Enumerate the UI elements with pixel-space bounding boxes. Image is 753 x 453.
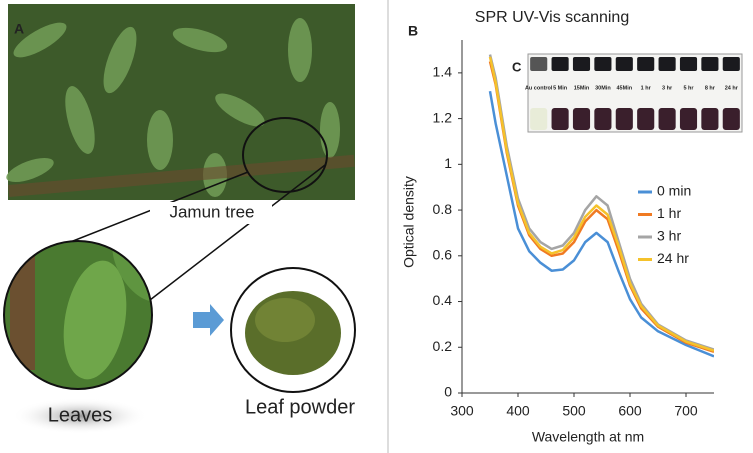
tube-label: 30Min: [595, 85, 611, 91]
y-tick-label: 0: [444, 384, 452, 400]
inset-photo: C Au control 5 Min 15Min 30Min 45Min 1 hr 3 hr…: [512, 53, 743, 133]
panel-label: B: [408, 23, 418, 39]
tube: [572, 108, 591, 130]
x-tick-label: 600: [618, 403, 642, 419]
panel-label: A: [14, 21, 24, 37]
tube-cap: [615, 57, 633, 71]
x-tick-label: 300: [450, 403, 474, 419]
tube-label: 5 hr: [683, 85, 694, 91]
y-tick-label: 1: [444, 155, 452, 171]
tube-cap: [551, 57, 569, 71]
y-axis-label: Optical density: [401, 176, 417, 268]
series-line: [488, 90, 714, 358]
series-line: [488, 56, 714, 352]
tube-cap: [594, 57, 612, 71]
panel-label: C: [512, 59, 522, 74]
y-tick-label: 0.6: [433, 247, 453, 263]
tube-label: 1 hr: [641, 85, 652, 91]
tube-cap: [701, 57, 719, 71]
tube: [615, 108, 633, 130]
tube: [679, 108, 698, 130]
powder-label: Leaf powder: [245, 396, 355, 418]
y-tick-label: 0.4: [433, 292, 453, 308]
y-tick-label: 0.8: [433, 201, 453, 217]
tube-label: 5 Min: [553, 85, 568, 91]
x-tick-label: 400: [506, 403, 530, 419]
tree-label: Jamun tree: [169, 202, 254, 221]
tube-cap: [572, 57, 591, 71]
tube-cap: [679, 57, 698, 71]
tube-label: 45Min: [617, 85, 633, 91]
tube: [701, 108, 719, 130]
tube: [530, 108, 548, 130]
legend-label: 24 hr: [657, 250, 689, 266]
x-tick-label: 700: [674, 403, 698, 419]
tube-cap: [530, 57, 548, 71]
y-tick-label: 1.2: [433, 109, 453, 125]
tube-cap: [658, 57, 676, 71]
y-tick-label: 1.4: [433, 64, 453, 80]
tube-cap: [637, 57, 655, 71]
tube-cap: [722, 57, 740, 71]
tube: [637, 108, 655, 130]
photo-panel: A Jamun tree Leaves Leaf powder: [3, 4, 356, 434]
legend-label: 0 min: [657, 183, 691, 199]
x-axis-label: Wavelength at nm: [532, 429, 644, 445]
chart-title: SPR UV-Vis scanning: [475, 9, 629, 26]
tube: [594, 108, 612, 130]
tube: [551, 108, 569, 130]
tube-label: 15Min: [574, 85, 590, 91]
legend-label: 1 hr: [657, 205, 681, 221]
tube: [658, 108, 676, 130]
legend-label: 3 hr: [657, 228, 681, 244]
tube-label: 24 hr: [725, 85, 739, 91]
leaves-label: Leaves: [48, 404, 113, 426]
y-tick-label: 0.2: [433, 338, 453, 354]
tube-label: 3 hr: [662, 85, 673, 91]
tube-label: 8 hr: [705, 85, 716, 91]
tube: [722, 108, 740, 130]
tube-label: Au control: [525, 85, 553, 91]
plot-area: [488, 54, 714, 358]
x-tick-label: 500: [562, 403, 586, 419]
